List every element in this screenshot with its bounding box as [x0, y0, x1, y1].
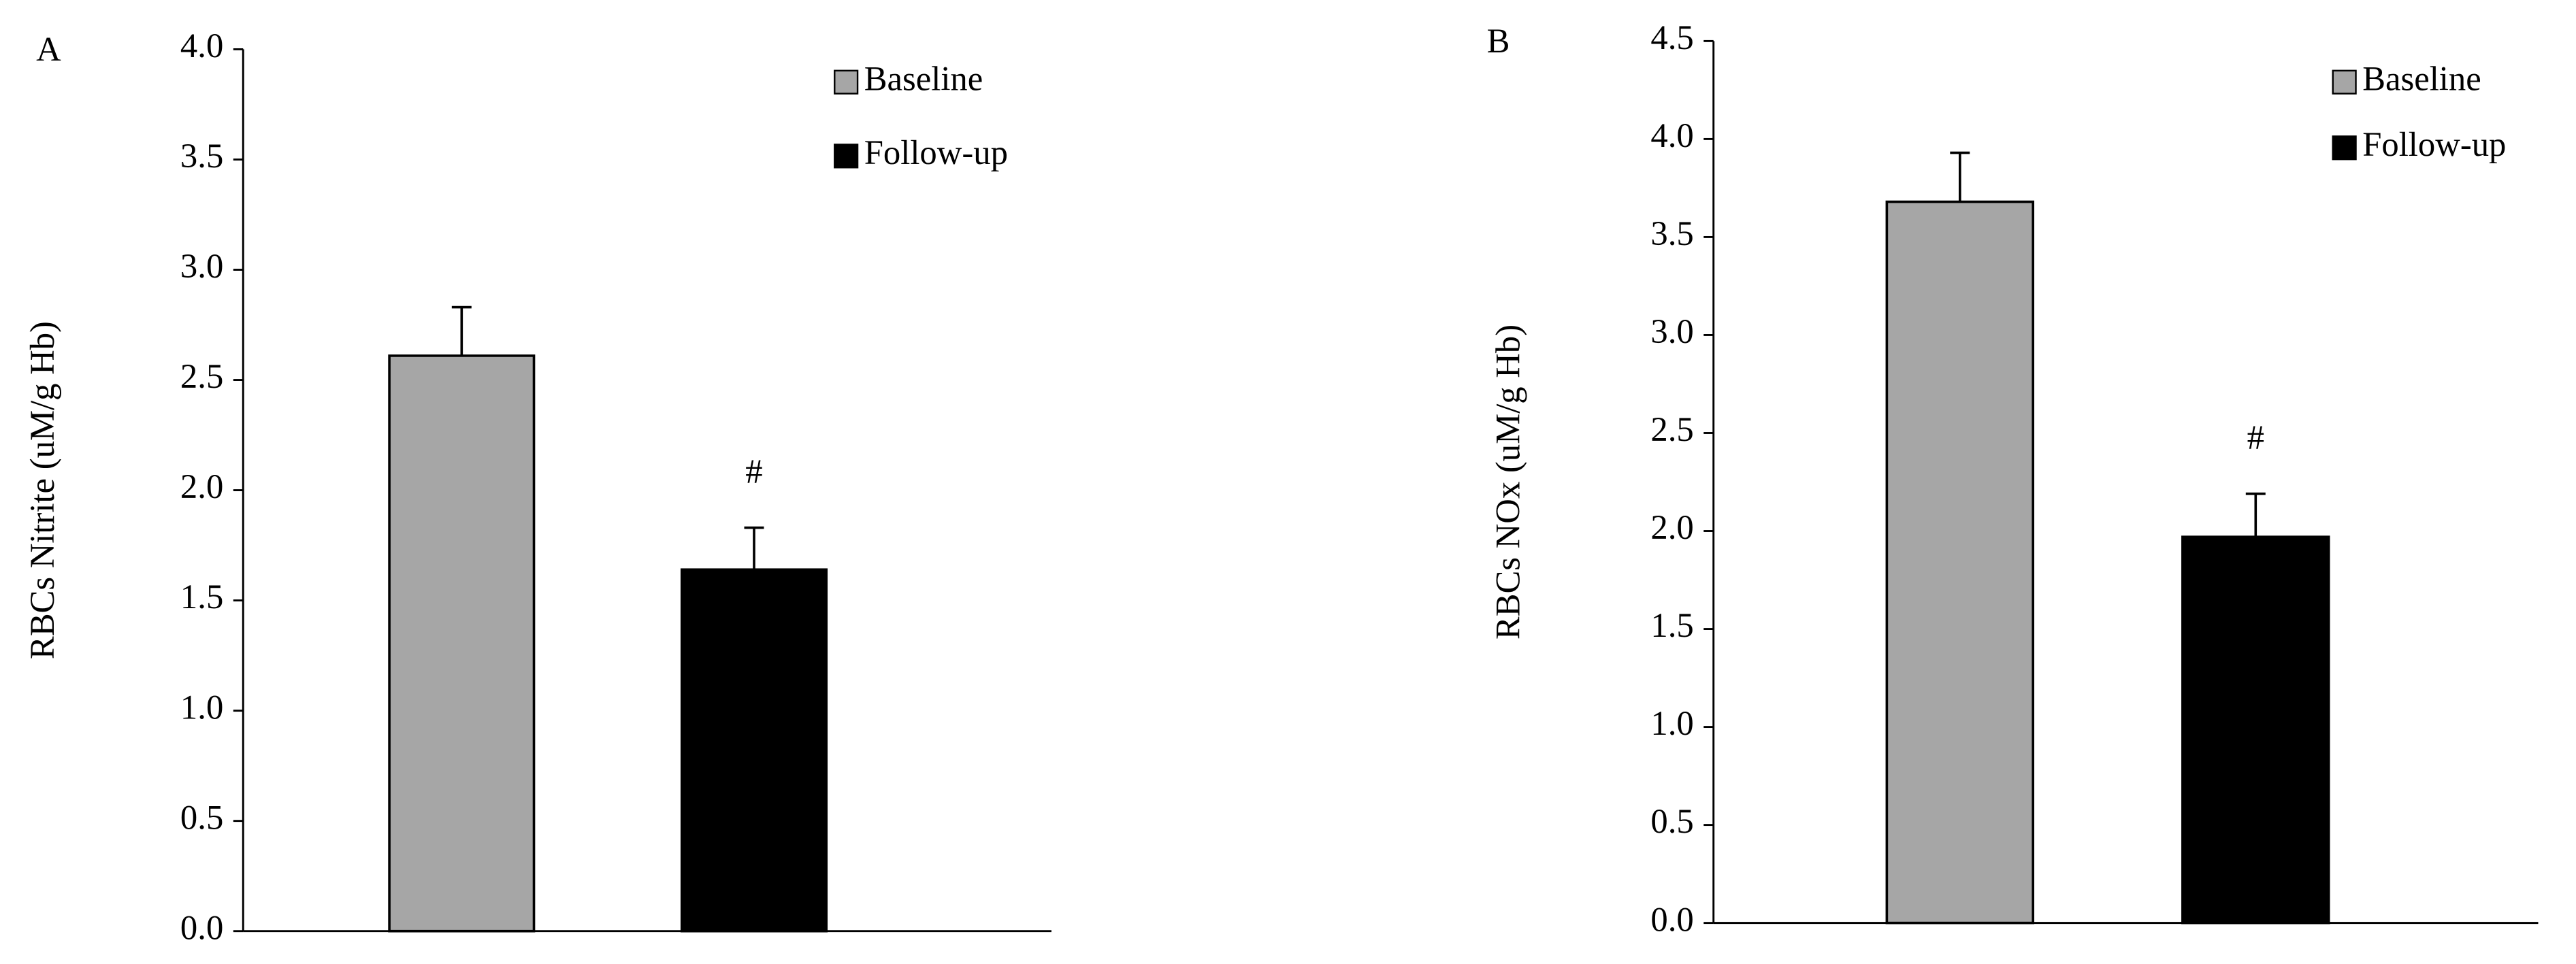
legend-label: Follow-up [2362, 125, 2506, 163]
annotation: # [2247, 418, 2264, 456]
panel-label: A [36, 30, 61, 68]
y-tick-label: 4.0 [180, 27, 223, 65]
legend-swatch [834, 144, 859, 169]
y-tick-label: 1.0 [180, 688, 223, 726]
y-tick-label: 4.5 [1650, 18, 1693, 56]
y-tick-label: 0.0 [1650, 900, 1693, 938]
legend-swatch [2332, 69, 2357, 95]
y-tick-label: 3.5 [1650, 214, 1693, 252]
legend-swatch [834, 69, 859, 95]
y-axis-label: RBCs NOx (uM/g Hb) [1488, 325, 1527, 639]
y-tick-label: 0.5 [180, 798, 223, 836]
bar [680, 568, 828, 933]
y-tick-label: 2.0 [180, 467, 223, 505]
y-tick-label: 2.5 [1650, 410, 1693, 448]
legend-label: Baseline [864, 59, 983, 97]
bar [2181, 535, 2330, 925]
legend-label: Baseline [2362, 59, 2481, 97]
y-tick-label: 0.0 [180, 908, 223, 946]
annotation: # [745, 452, 762, 491]
bar [1885, 200, 2035, 925]
legend-label: Follow-up [864, 133, 1008, 171]
y-tick-label: 1.5 [180, 578, 223, 616]
y-tick-label: 4.0 [1650, 116, 1693, 154]
y-tick-label: 3.0 [1650, 312, 1693, 350]
y-tick-label: 1.5 [1650, 606, 1693, 644]
y-tick-label: 3.5 [180, 137, 223, 175]
y-tick-label: 1.0 [1650, 704, 1693, 742]
bar [388, 354, 536, 933]
y-tick-label: 2.0 [1650, 508, 1693, 546]
y-tick-label: 0.5 [1650, 802, 1693, 840]
y-tick-label: 3.0 [180, 247, 223, 285]
y-axis-label: RBCs Nitrite (uM/g Hb) [23, 321, 61, 659]
panel-label: B [1487, 22, 1510, 60]
legend-swatch [2332, 135, 2357, 161]
y-tick-label: 2.5 [180, 357, 223, 395]
